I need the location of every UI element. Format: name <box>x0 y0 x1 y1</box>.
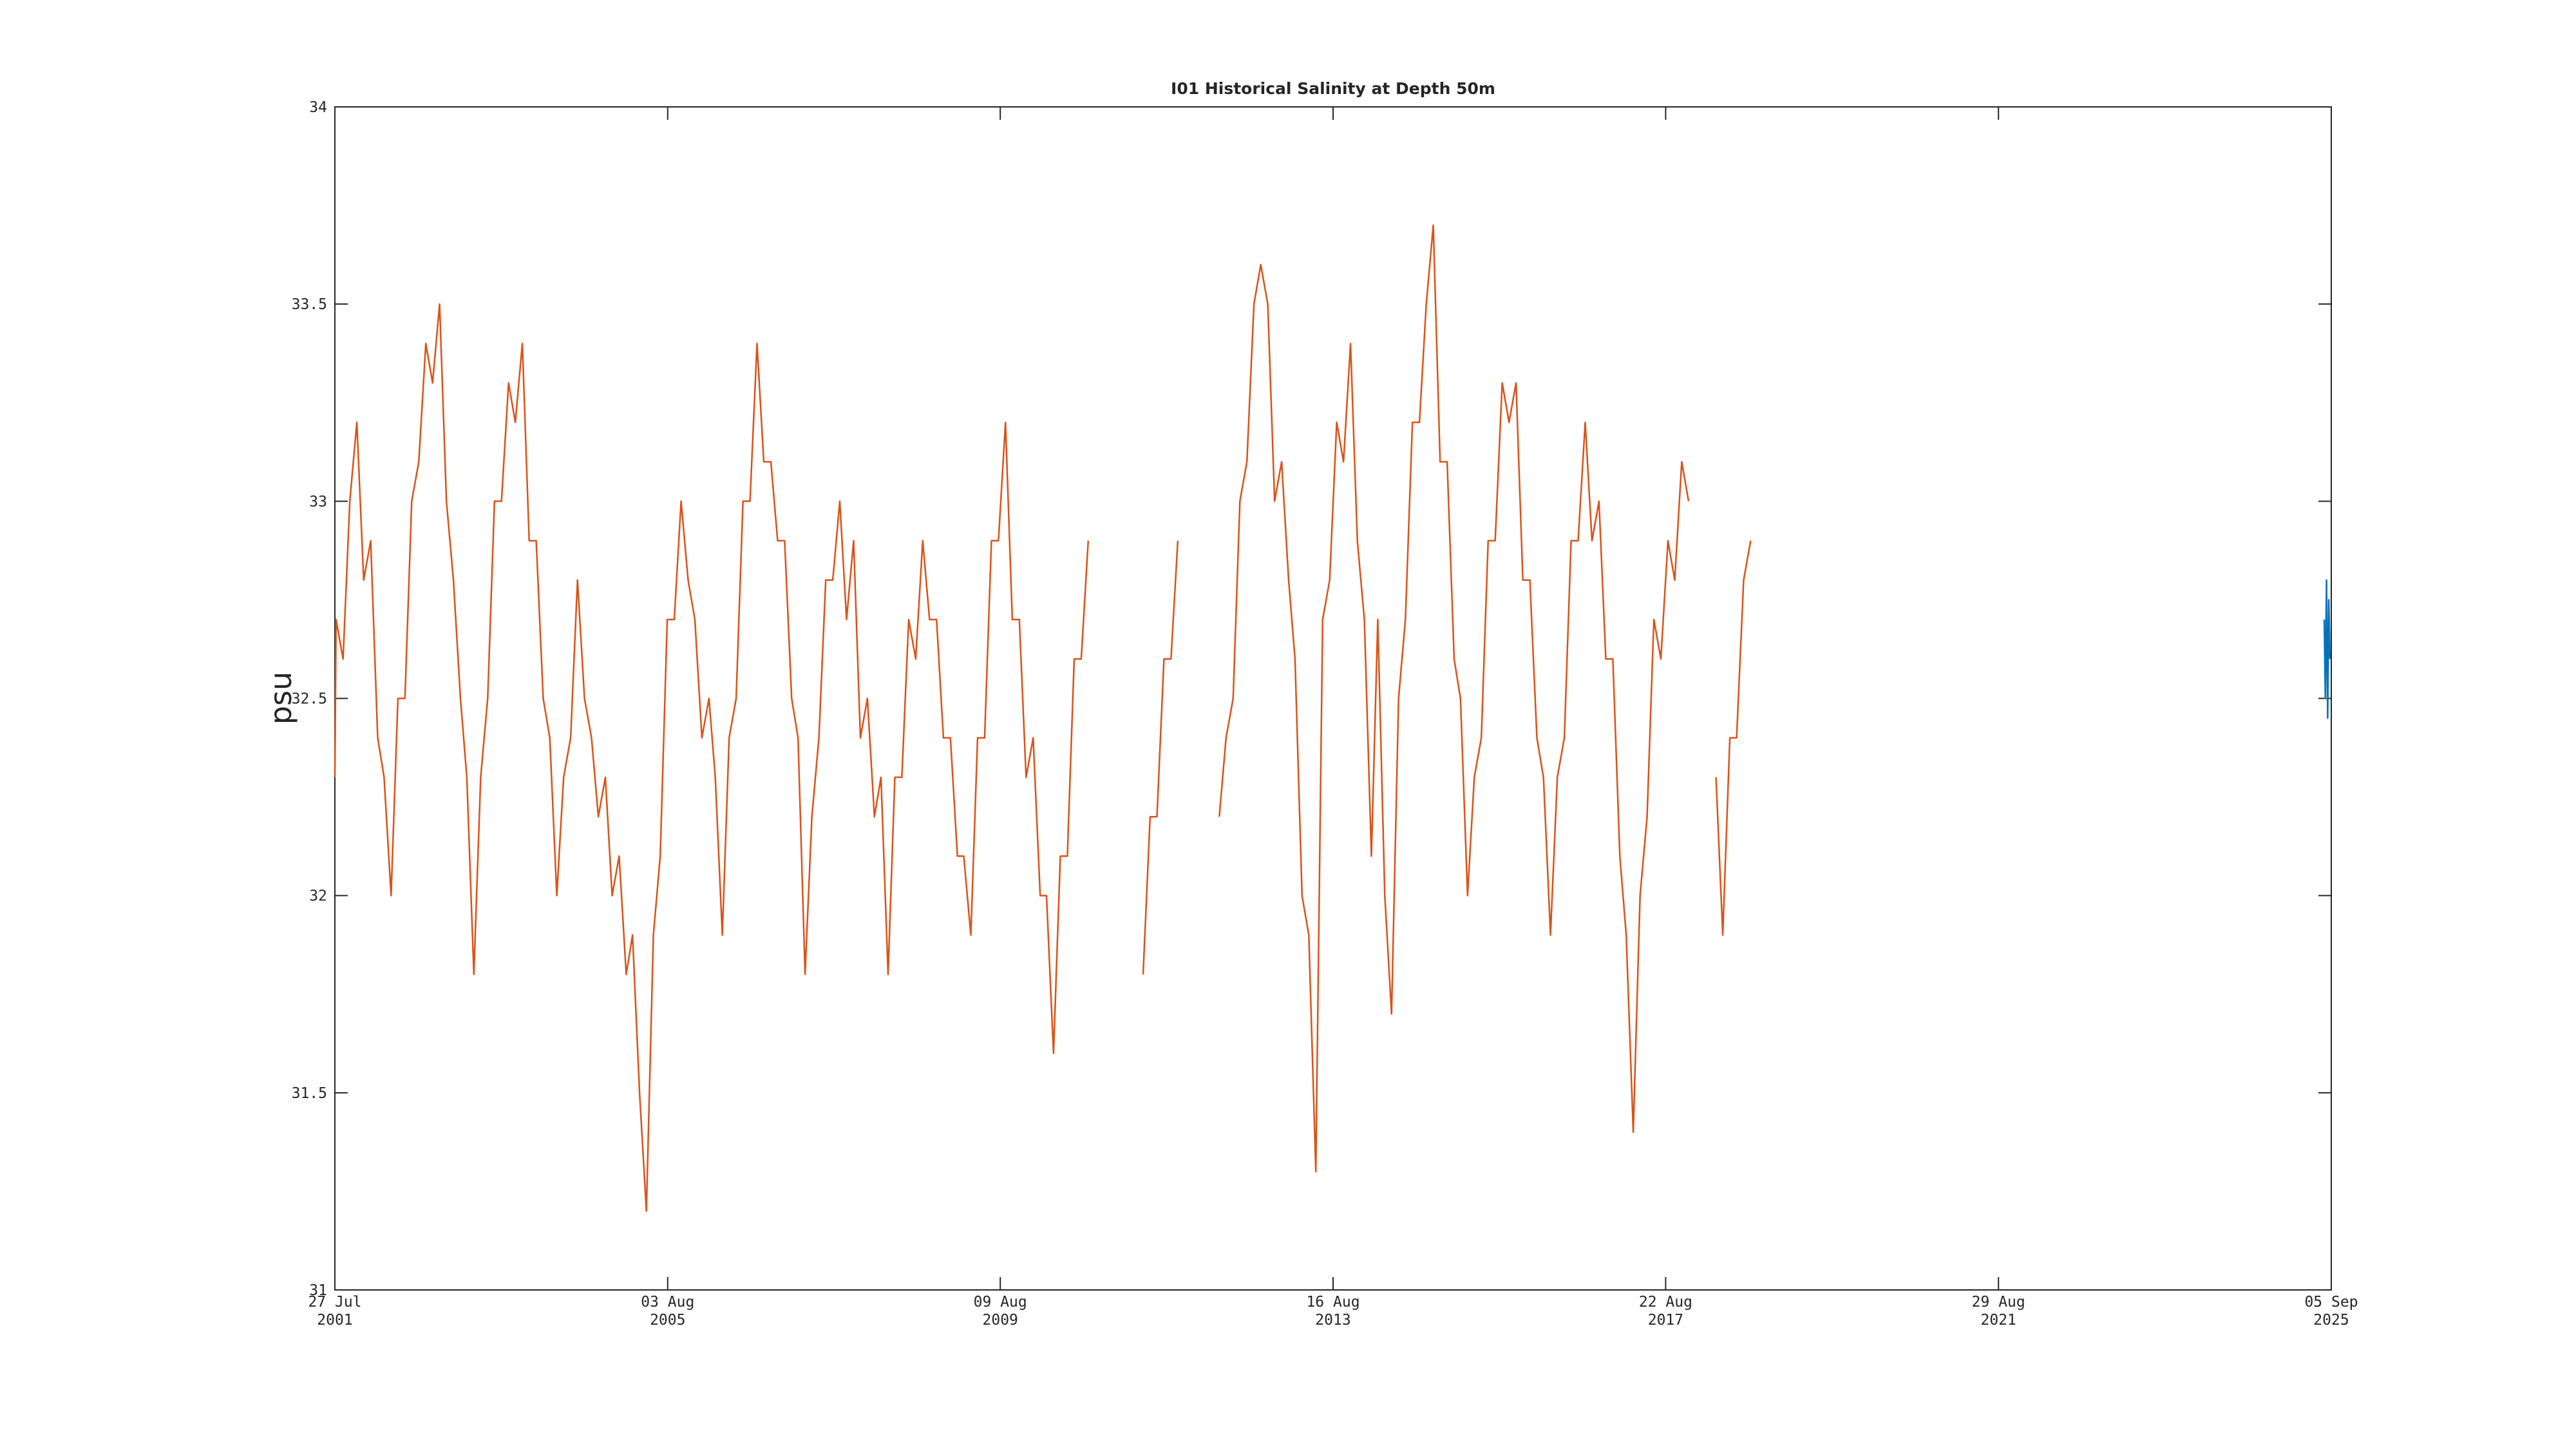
y-tick-label: 34 <box>309 99 327 116</box>
y-axis-label: psu <box>263 672 298 724</box>
x-tick-label: 03 Aug 2005 <box>641 1294 694 1329</box>
y-tick-label: 33.5 <box>292 296 327 313</box>
series-line <box>334 224 1752 1212</box>
y-tick-label: 31 <box>309 1282 327 1299</box>
x-tick-label: 09 Aug 2009 <box>974 1294 1027 1329</box>
x-tick-label: 27 Jul 2001 <box>308 1294 361 1329</box>
x-tick-label: 05 Sep 2025 <box>2304 1294 2358 1329</box>
x-tick-label: 22 Aug 2017 <box>1639 1294 1692 1329</box>
x-tick-label: 29 Aug 2021 <box>1972 1294 2025 1329</box>
x-tick-label: 16 Aug 2013 <box>1306 1294 1359 1329</box>
y-tick-label: 32.5 <box>292 691 327 708</box>
y-tick-label: 33 <box>309 493 327 510</box>
series-line <box>2323 579 2331 719</box>
chart-title: I01 Historical Salinity at Depth 50m <box>1171 79 1495 98</box>
plot-frame <box>334 106 2332 1291</box>
y-tick-label: 31.5 <box>292 1085 327 1102</box>
y-tick-label: 32 <box>309 888 327 905</box>
